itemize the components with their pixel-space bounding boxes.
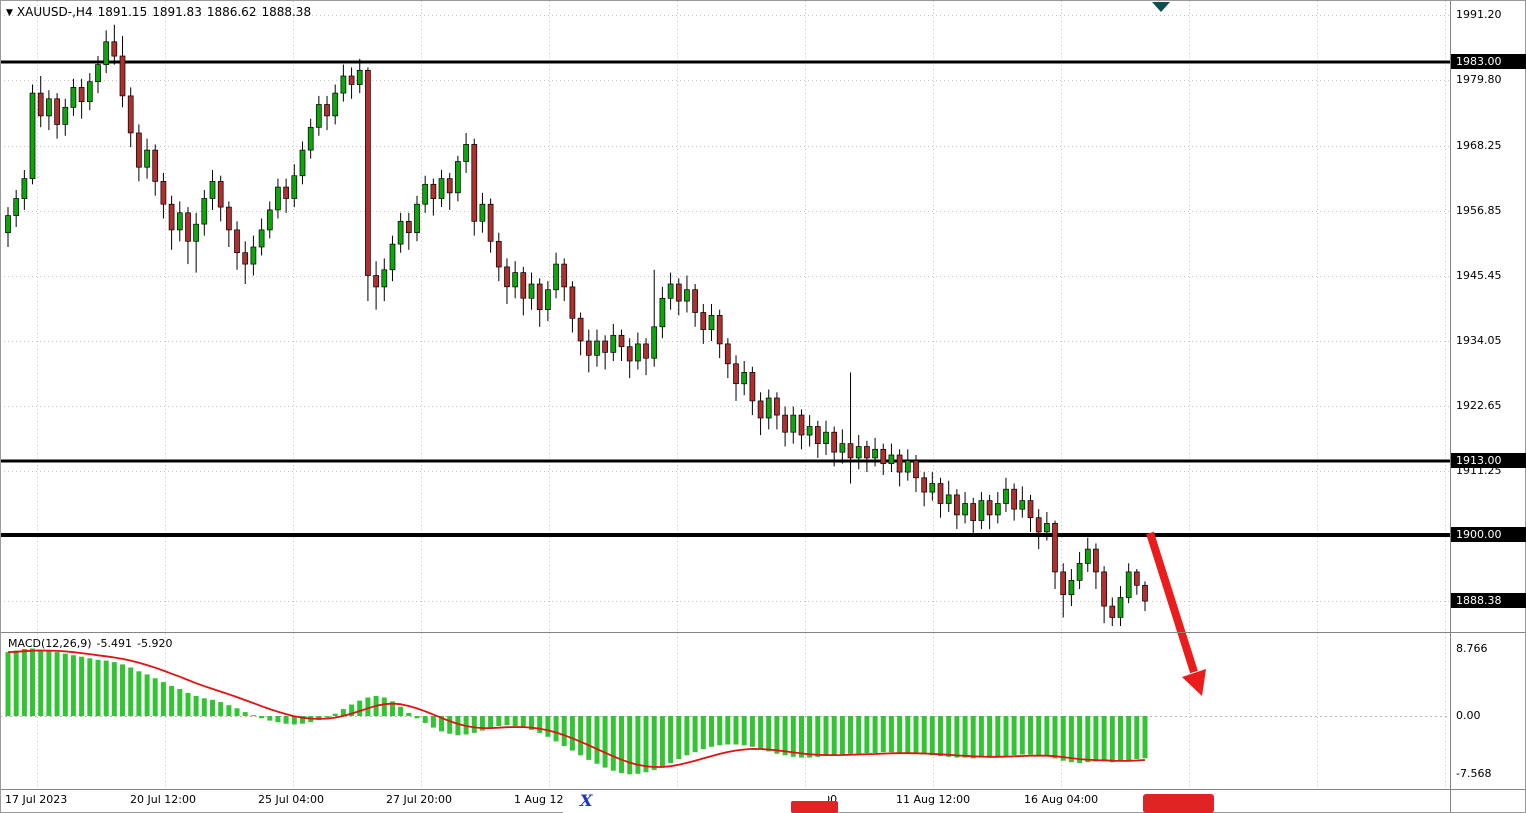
time-axis-label: 17 Jul 2023: [5, 793, 68, 806]
price-level-badge: 1983.00: [1451, 53, 1526, 69]
watermark-red-fragment: [791, 801, 838, 813]
price-axis-label: 1968.25: [1456, 138, 1502, 152]
dropdown-arrow-icon[interactable]: ▼: [6, 8, 13, 18]
ohlc-close: 1888.38: [261, 5, 312, 19]
macd-axis-label: 0.00: [1456, 709, 1481, 722]
price-axis-label: 1934.05: [1456, 333, 1502, 347]
macd-name: MACD(12,26,9): [8, 637, 92, 650]
ohlc-info: ▼ XAUUSD-,H4 1891.15 1891.83 1886.62 1888.38: [6, 5, 316, 19]
time-axis-label: 27 Jul 20:00: [386, 793, 452, 806]
time-axis-label: 20 Jul 12:00: [130, 793, 196, 806]
macd-signal-value: -5.920: [137, 637, 173, 650]
price-axis-label: 1956.85: [1456, 203, 1502, 217]
price-axis-label: 1945.45: [1456, 268, 1502, 282]
macd-value: -5.491: [96, 637, 133, 650]
macd-axis-label: 8.766: [1456, 641, 1488, 655]
macd-indicator-label: MACD(12,26,9) -5.491 -5.920: [8, 637, 177, 650]
current-price-badge: 1888.38: [1451, 593, 1526, 609]
watermark-backdrop: [563, 791, 828, 813]
chart-shift-marker-icon[interactable]: [1152, 2, 1170, 12]
time-axis-label: 16 Aug 04:00: [1024, 793, 1099, 806]
ohlc-low: 1886.62: [206, 5, 257, 19]
trend-arrow-annotation[interactable]: [1146, 531, 1206, 696]
price-axis-label: 1991.20: [1456, 8, 1502, 21]
ohlc-open: 1891.15: [97, 5, 148, 19]
watermark-red-fragment: [1143, 794, 1214, 813]
price-axis-label: 1922.65: [1456, 398, 1502, 412]
ohlc-high: 1891.83: [152, 5, 202, 19]
price-level-badge: 1900.00: [1451, 526, 1526, 542]
price-axis-label: 1979.80: [1456, 72, 1502, 86]
time-axis-label: 25 Jul 04:00: [258, 793, 324, 806]
symbol-period: XAUUSD-,H4: [16, 5, 93, 19]
watermark-x-logo: X: [580, 791, 593, 810]
macd-axis-label: -7.568: [1456, 767, 1492, 781]
time-axis-label: 11 Aug 12:00: [896, 793, 971, 806]
price-level-badge: 1913.00: [1451, 452, 1526, 468]
